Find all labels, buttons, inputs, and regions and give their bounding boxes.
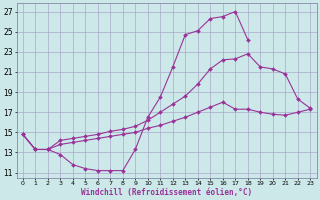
X-axis label: Windchill (Refroidissement éolien,°C): Windchill (Refroidissement éolien,°C) xyxy=(81,188,252,197)
